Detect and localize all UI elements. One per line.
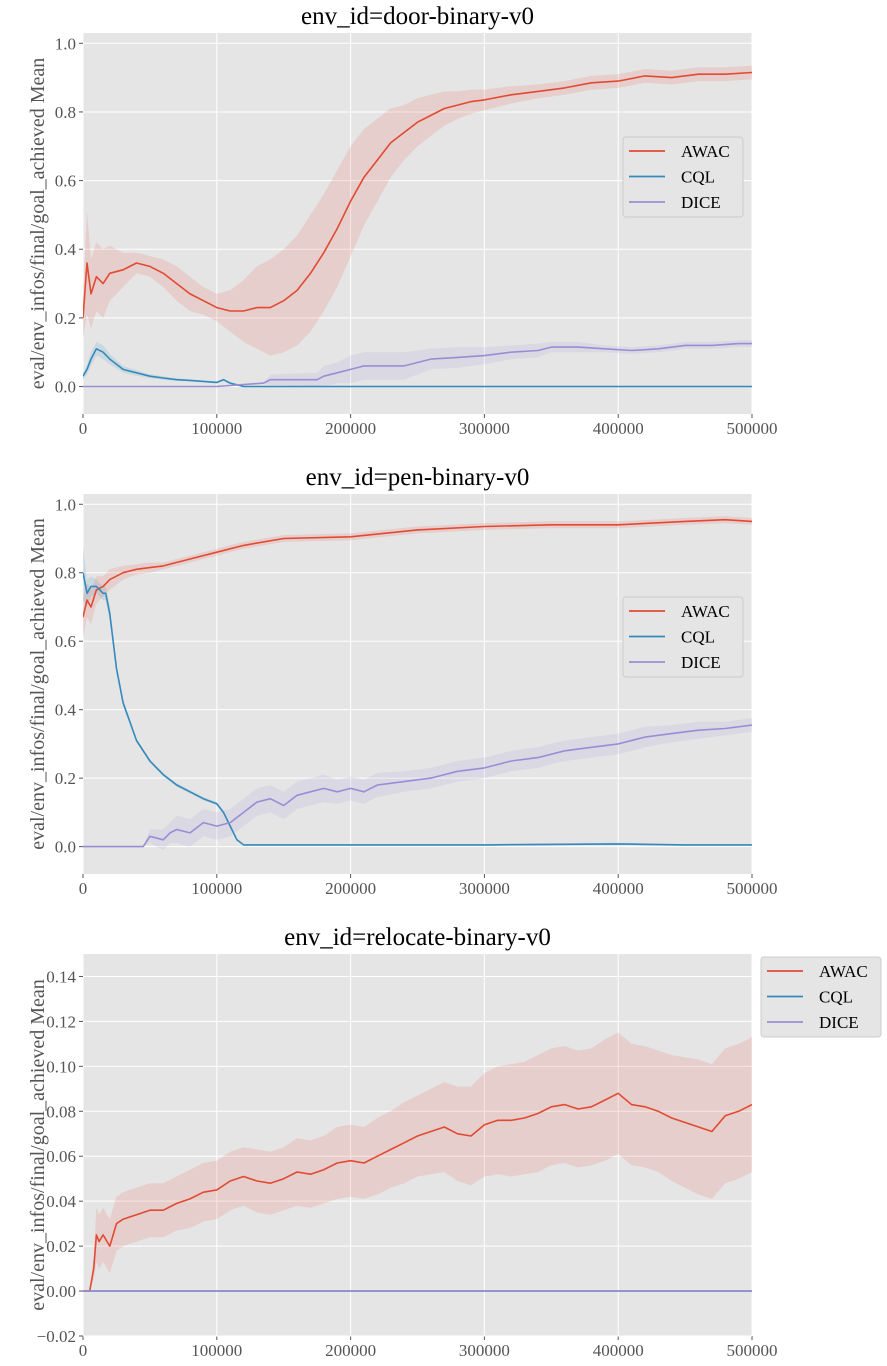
relocate-binary-panel: 0 100000 200000 300000 400000 500000 −0.02 0.00…	[27, 924, 882, 1360]
legend-label-dice: DICE	[681, 653, 721, 672]
y-tick-label: 0.12	[46, 1012, 76, 1031]
x-tick-label: 300000	[459, 1341, 510, 1360]
legend-box	[622, 136, 744, 218]
legend-label-awac: AWAC	[681, 602, 730, 621]
x-tick-label: 0	[79, 879, 88, 898]
y-tick-label: 1.0	[55, 34, 76, 53]
line-dice	[83, 342, 752, 388]
x-tick-label: 500000	[727, 1341, 778, 1360]
door-binary-panel: 0 100000 200000 300000 400000 500000 0.0 0.2 0.4…	[27, 3, 778, 438]
x-tick-label: 300000	[459, 879, 510, 898]
chart-title: env_id=door-binary-v0	[301, 3, 534, 30]
y-tick-label: 0.0	[55, 838, 76, 857]
y-tick-label: 0.14	[46, 967, 76, 986]
band-awac	[83, 1032, 752, 1292]
y-tick-label: 0.04	[46, 1192, 76, 1211]
y-tick-label: 0.8	[55, 103, 76, 122]
legend: AWAC CQL DICE	[760, 956, 882, 1038]
plot-area	[83, 494, 752, 874]
legend-label-dice: DICE	[681, 193, 721, 212]
y-axis-label: eval/env_infos/final/goal_achieved Mean	[27, 979, 49, 1311]
y-tick-label: 1.0	[55, 495, 76, 514]
line-awac	[83, 518, 752, 618]
legend-label-cql: CQL	[681, 168, 715, 187]
x-tick-label: 200000	[325, 879, 376, 898]
y-tick-label: 0.08	[46, 1102, 76, 1121]
x-tick-label: 400000	[593, 1341, 644, 1360]
line-cql	[83, 348, 752, 388]
y-tick-label: −0.02	[37, 1327, 76, 1346]
legend-box	[622, 596, 744, 678]
series-group	[83, 516, 752, 850]
y-tick-label: 0.8	[55, 564, 76, 583]
y-tick-label: 0.4	[55, 240, 77, 259]
x-tick-label: 200000	[325, 419, 376, 438]
band-awac	[83, 65, 752, 356]
series-group	[83, 1032, 752, 1292]
legend: AWAC CQL DICE	[622, 596, 744, 678]
x-tick-label: 100000	[191, 1341, 242, 1360]
line-dice	[83, 724, 752, 848]
y-axis-label: eval/env_infos/final/goal_achieved Mean	[27, 518, 49, 850]
y-axis-label: eval/env_infos/final/goal_achieved Mean	[27, 58, 49, 390]
band-dice	[83, 340, 752, 387]
x-tick-label: 300000	[459, 419, 510, 438]
y-tick-label: 0.6	[55, 172, 76, 191]
x-tick-label: 100000	[191, 419, 242, 438]
chart-title: env_id=pen-binary-v0	[306, 464, 530, 491]
y-tick-label: 0.10	[46, 1057, 76, 1076]
legend-label-cql: CQL	[819, 988, 853, 1007]
y-tick-label: 0.2	[55, 309, 76, 328]
line-awac	[83, 71, 752, 318]
y-tick-label: 0.0	[55, 378, 76, 397]
x-tick-label: 500000	[727, 879, 778, 898]
y-tick-label: 0.4	[55, 701, 77, 720]
pen-binary-panel: 0 100000 200000 300000 400000 500000 0.0 0.2 0.4…	[27, 464, 778, 898]
band-awac	[83, 516, 752, 638]
series-group	[83, 65, 752, 388]
x-tick-label: 0	[79, 1341, 88, 1360]
x-tick-label: 500000	[727, 419, 778, 438]
line-cql	[83, 572, 752, 846]
legend-box	[760, 956, 882, 1038]
x-tick-label: 400000	[593, 879, 644, 898]
y-tick-label: 0.02	[46, 1237, 76, 1256]
legend-label-awac: AWAC	[819, 962, 868, 981]
chart-title: env_id=relocate-binary-v0	[284, 924, 551, 951]
line-awac	[83, 1092, 752, 1292]
x-tick-label: 100000	[191, 879, 242, 898]
band-dice	[83, 718, 752, 850]
y-tick-label: 0.2	[55, 769, 76, 788]
legend: AWAC CQL DICE	[622, 136, 744, 218]
x-tick-label: 400000	[593, 419, 644, 438]
x-tick-label: 200000	[325, 1341, 376, 1360]
x-tick-label: 0	[79, 419, 88, 438]
y-tick-label: 0.6	[55, 632, 76, 651]
y-tick-label: 0.00	[46, 1282, 76, 1301]
legend-label-cql: CQL	[681, 628, 715, 647]
y-tick-label: 0.06	[46, 1147, 76, 1166]
legend-label-dice: DICE	[819, 1013, 859, 1032]
plot-area	[83, 954, 752, 1336]
legend-label-awac: AWAC	[681, 142, 730, 161]
